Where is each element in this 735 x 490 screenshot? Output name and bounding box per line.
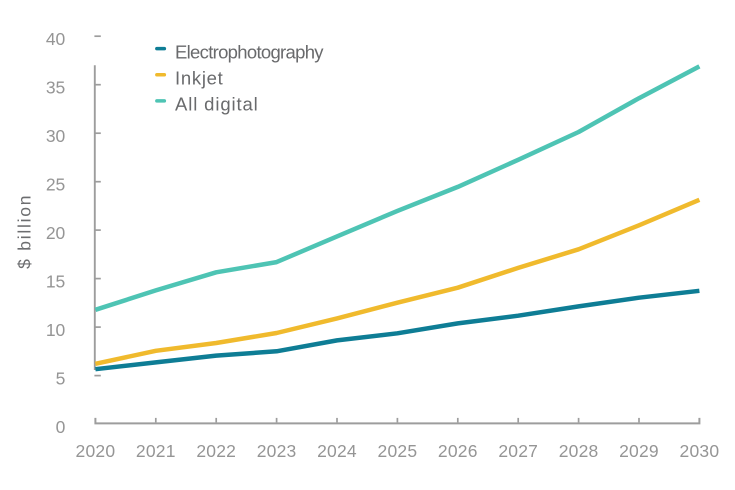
svg-text:20: 20 (46, 223, 66, 243)
svg-text:2028: 2028 (559, 441, 599, 461)
svg-text:2021: 2021 (136, 441, 176, 461)
svg-text:Electrophotography: Electrophotography (175, 41, 324, 62)
svg-text:2020: 2020 (76, 441, 116, 461)
svg-text:15: 15 (46, 272, 65, 292)
svg-text:2024: 2024 (317, 441, 357, 461)
svg-text:5: 5 (56, 369, 66, 389)
svg-text:All digital: All digital (175, 94, 259, 115)
svg-text:2023: 2023 (257, 441, 297, 461)
svg-text:35: 35 (46, 78, 65, 98)
svg-text:2030: 2030 (680, 441, 720, 461)
svg-text:0: 0 (56, 417, 66, 437)
svg-text:$ billion: $ billion (14, 194, 34, 269)
svg-text:Inkjet: Inkjet (175, 68, 224, 89)
svg-text:2027: 2027 (498, 441, 538, 461)
svg-text:25: 25 (46, 175, 65, 195)
svg-text:2026: 2026 (438, 441, 478, 461)
svg-text:10: 10 (46, 320, 66, 340)
svg-text:40: 40 (46, 29, 66, 49)
svg-text:2025: 2025 (378, 441, 418, 461)
svg-text:2029: 2029 (619, 441, 659, 461)
svg-text:30: 30 (46, 126, 66, 146)
svg-text:2022: 2022 (196, 441, 236, 461)
